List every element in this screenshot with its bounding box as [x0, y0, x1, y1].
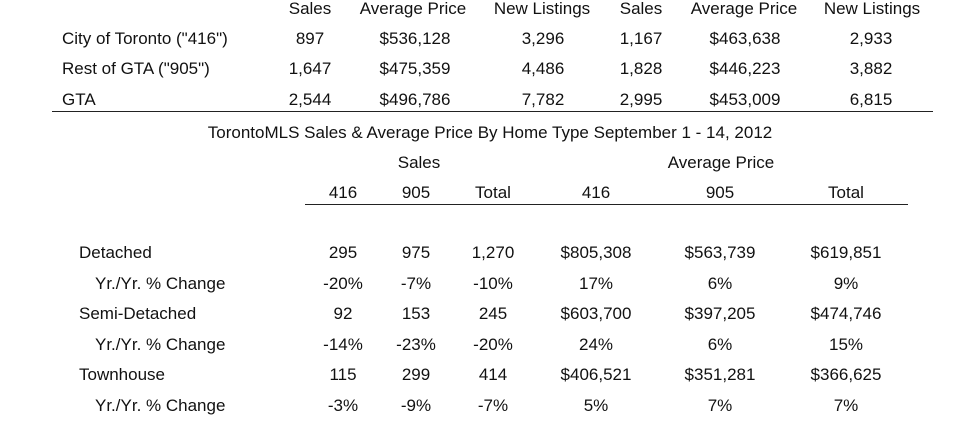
table-cell: 2,544 — [288, 90, 332, 109]
table-cell: 4,486 — [521, 59, 565, 78]
group-header-sales: Sales — [397, 153, 441, 172]
table-cell: $496,786 — [379, 90, 451, 109]
table-cell: $446,223 — [709, 59, 781, 78]
table-cell: $603,700 — [560, 304, 632, 323]
table-cell: -9% — [400, 396, 432, 415]
table-cell: $474,746 — [810, 304, 882, 323]
table-cell: 975 — [401, 243, 431, 262]
table-cell: 1,828 — [619, 59, 663, 78]
table-cell: -14% — [323, 335, 363, 354]
row-label: GTA — [62, 90, 96, 109]
column-header-average-price: Average Price — [690, 0, 798, 18]
table-cell: 15% — [828, 335, 864, 354]
table-cell: 3,296 — [521, 29, 565, 48]
table-cell: $536,128 — [379, 29, 451, 48]
table-cell: 295 — [328, 243, 358, 262]
row-label: Detached — [79, 243, 152, 262]
table-cell: 1,647 — [288, 59, 332, 78]
table-cell: $475,359 — [379, 59, 451, 78]
table-cell: 245 — [478, 304, 508, 323]
header-divider — [305, 204, 908, 205]
row-label: Townhouse — [79, 365, 166, 384]
table-cell: $563,739 — [684, 243, 756, 262]
row-label: Yr./Yr. % Change — [95, 396, 226, 415]
table-cell: $406,521 — [560, 365, 632, 384]
table-cell: -20% — [323, 274, 363, 293]
table-cell: -7% — [477, 396, 509, 415]
table-cell: $805,308 — [560, 243, 632, 262]
column-header-average-price: Average Price — [359, 0, 467, 18]
table-cell: 7,782 — [521, 90, 565, 109]
table-cell: -23% — [396, 335, 436, 354]
group-header-average-price: Average Price — [667, 153, 775, 172]
table-cell: $351,281 — [684, 365, 756, 384]
table-cell: 5% — [583, 396, 609, 415]
table-cell: 1,270 — [471, 243, 515, 262]
table-cell: 299 — [401, 365, 431, 384]
table-cell: 414 — [478, 365, 508, 384]
table-title: TorontoMLS Sales & Average Price By Home… — [207, 123, 773, 142]
table-cell: 1,167 — [619, 29, 663, 48]
table-cell: 6% — [707, 274, 733, 293]
table-cell: 2,995 — [619, 90, 663, 109]
sub-header-905: 905 — [401, 183, 431, 202]
table-divider — [52, 111, 933, 112]
column-header-new-listings: New Listings — [823, 0, 921, 18]
row-label: Rest of GTA ("905") — [62, 59, 210, 78]
row-label: Semi-Detached — [79, 304, 197, 323]
column-header-sales: Sales — [288, 0, 332, 18]
table-cell: 6% — [707, 335, 733, 354]
table-cell: 92 — [333, 304, 353, 323]
table-cell: 7% — [833, 396, 859, 415]
table-cell: -20% — [473, 335, 513, 354]
table-cell: 897 — [295, 29, 325, 48]
row-label: Yr./Yr. % Change — [95, 274, 226, 293]
table-cell: 115 — [329, 365, 357, 384]
table-cell: -3% — [327, 396, 359, 415]
table-cell: $463,638 — [709, 29, 781, 48]
sub-header-905: 905 — [705, 183, 735, 202]
sub-header-416: 416 — [581, 183, 611, 202]
sub-header-total: Total — [828, 183, 864, 202]
table-cell: 9% — [833, 274, 859, 293]
table-cell: -10% — [473, 274, 513, 293]
table-cell: 7% — [707, 396, 733, 415]
table-cell: $366,625 — [810, 365, 882, 384]
sub-header-416: 416 — [328, 183, 358, 202]
table-cell: 17% — [578, 274, 614, 293]
table-cell: 153 — [401, 304, 431, 323]
table-cell: 6,815 — [849, 90, 893, 109]
table-cell: -7% — [400, 274, 432, 293]
table-cell: 3,882 — [849, 59, 893, 78]
column-header-new-listings: New Listings — [493, 0, 591, 18]
row-label: Yr./Yr. % Change — [95, 335, 226, 354]
table-cell: $397,205 — [684, 304, 756, 323]
row-label: City of Toronto ("416") — [62, 29, 228, 48]
sub-header-total: Total — [475, 183, 511, 202]
column-header-sales: Sales — [619, 0, 663, 18]
table-cell: $619,851 — [810, 243, 882, 262]
table-cell: $453,009 — [709, 90, 781, 109]
table-cell: 2,933 — [849, 29, 893, 48]
table-cell: 24% — [578, 335, 614, 354]
